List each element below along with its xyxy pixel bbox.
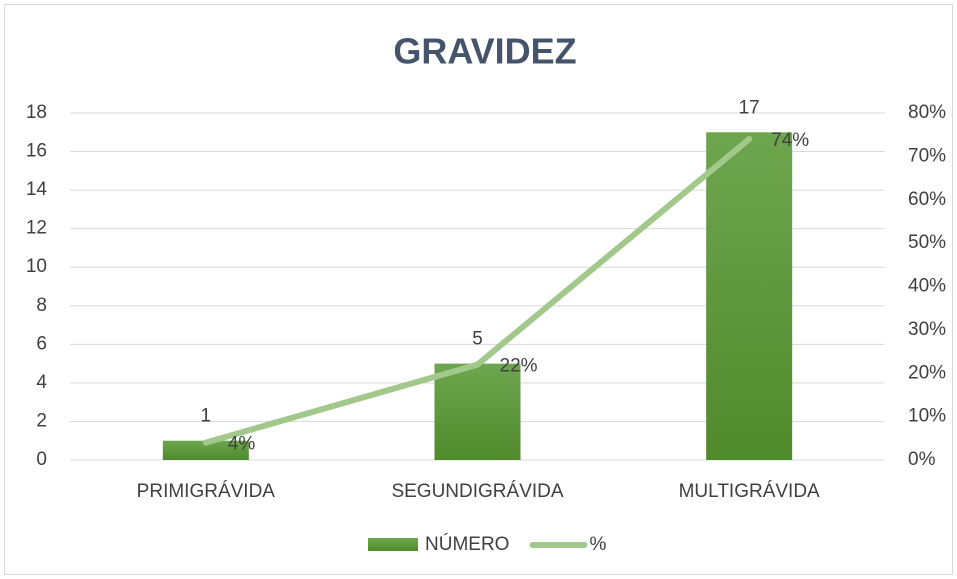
chart-title: GRAVIDEZ <box>393 31 576 72</box>
y-tick-label: 8 <box>36 295 47 316</box>
chart-border <box>4 4 953 575</box>
bar <box>434 363 521 460</box>
y2-tick-label: 30% <box>908 319 946 340</box>
y2-tick-label: 10% <box>908 406 946 427</box>
data-label: 1 <box>201 406 212 427</box>
y2-tick-label: 50% <box>908 232 946 253</box>
data-label: 5 <box>472 329 483 350</box>
y-tick-label: 4 <box>36 372 47 393</box>
y2-tick-label: 80% <box>908 102 946 123</box>
bar <box>706 132 793 460</box>
y2-tick-label: 60% <box>908 189 946 210</box>
y2-tick-label: 70% <box>908 145 946 166</box>
y-tick-label: 18 <box>26 102 47 123</box>
y-tick-label: 10 <box>26 256 47 277</box>
y-tick-label: 2 <box>36 410 47 431</box>
y-tick-label: 16 <box>26 141 47 162</box>
y-tick-label: 12 <box>26 218 47 239</box>
y-tick-label: 6 <box>36 333 47 354</box>
x-tick-label: SEGUNDIGRÁVIDA <box>391 481 563 502</box>
legend-label: % <box>589 534 606 555</box>
y-tick-label: 0 <box>36 449 47 470</box>
data-label: 74% <box>771 130 809 151</box>
x-tick-label: MULTIGRÁVIDA <box>679 481 820 502</box>
data-label: 22% <box>500 356 538 377</box>
x-tick-label: PRIMIGRÁVIDA <box>137 481 276 502</box>
y-tick-label: 14 <box>26 179 48 200</box>
bar <box>162 440 249 460</box>
legend-swatch <box>368 538 418 551</box>
legend-label: NÚMERO <box>425 533 509 555</box>
data-label: 4% <box>228 434 256 455</box>
y2-tick-label: 0% <box>908 449 936 470</box>
data-label: 17 <box>739 97 760 118</box>
y2-tick-label: 40% <box>908 276 946 297</box>
y2-tick-label: 20% <box>908 362 946 383</box>
line-series <box>202 136 753 446</box>
